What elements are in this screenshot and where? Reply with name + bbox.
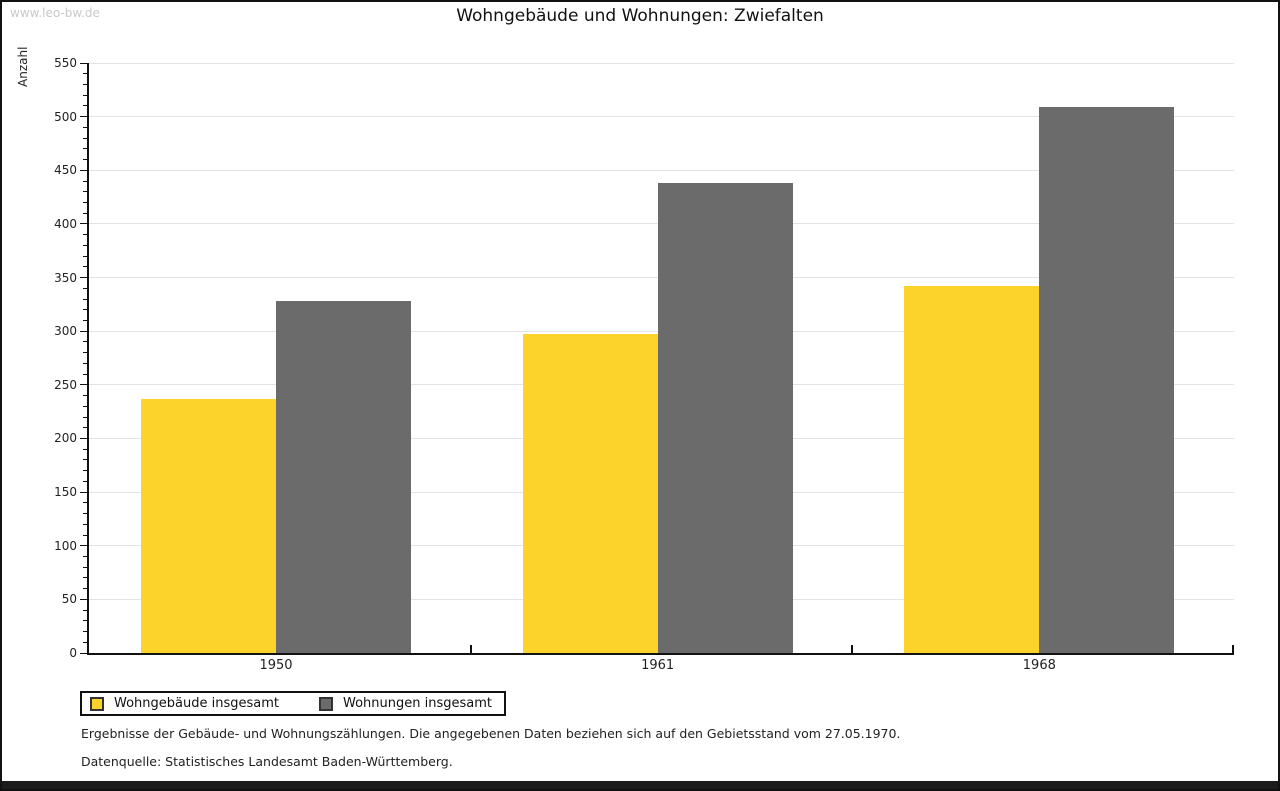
y-minor-tick (83, 448, 87, 450)
y-minor-tick (83, 405, 87, 407)
y-tick-label: 500 (54, 109, 77, 124)
y-tick-label: 0 (69, 646, 77, 660)
x-category-label: 1968 (1022, 658, 1056, 673)
y-minor-tick (83, 83, 87, 85)
y-minor-tick (83, 234, 87, 236)
bottom-border-bar (2, 781, 1278, 789)
x-boundary-tick (469, 645, 472, 653)
y-minor-tick (83, 395, 87, 397)
y-major-tick (80, 545, 87, 547)
y-minor-tick (83, 159, 87, 161)
gridline (89, 62, 1234, 64)
y-tick-label: 250 (54, 377, 77, 392)
bar-wohnungen-1961 (657, 183, 793, 653)
footnote-datenquelle: Datenquelle: Statistisches Landesamt Bad… (81, 754, 453, 769)
y-minor-tick (83, 588, 87, 590)
y-minor-tick (83, 319, 87, 321)
x-category-label: 1950 (259, 658, 293, 673)
y-minor-tick (83, 416, 87, 418)
y-minor-tick (83, 73, 87, 75)
legend-label: Wohnungen insgesamt (343, 696, 492, 711)
y-minor-tick (83, 459, 87, 461)
bar-wohnungen-1968 (1039, 106, 1175, 653)
y-tick-label: 400 (54, 216, 77, 231)
y-minor-tick (83, 534, 87, 536)
legend-label: Wohngebäude insgesamt (114, 696, 279, 711)
legend-box: Wohngebäude insgesamt Wohnungen insgesamt (80, 691, 506, 716)
y-major-tick (80, 437, 87, 439)
y-minor-tick (83, 266, 87, 268)
y-major-tick (80, 384, 87, 386)
bar-wohngebaeude-1968 (904, 286, 1040, 653)
gridline (89, 116, 1234, 118)
legend-swatch-icon (319, 696, 333, 711)
y-minor-tick (83, 513, 87, 515)
y-minor-tick (83, 244, 87, 246)
y-major-tick (80, 491, 87, 493)
y-major-tick (80, 598, 87, 600)
y-major-tick (80, 652, 87, 654)
y-minor-tick (83, 105, 87, 107)
y-minor-tick (83, 352, 87, 354)
y-minor-tick (83, 609, 87, 611)
y-minor-tick (83, 470, 87, 472)
y-minor-tick (83, 180, 87, 182)
y-minor-tick (83, 502, 87, 504)
y-minor-tick (83, 287, 87, 289)
watermark-url: www.leo-bw.de (10, 6, 100, 20)
y-minor-tick (83, 631, 87, 633)
y-minor-tick (83, 577, 87, 579)
legend-swatch-icon (90, 696, 104, 711)
y-major-tick (80, 330, 87, 332)
y-minor-tick (83, 148, 87, 150)
y-major-tick (80, 169, 87, 171)
y-tick-label: 550 (54, 56, 77, 70)
y-major-tick (80, 116, 87, 118)
y-minor-tick (83, 362, 87, 364)
footnote-gebietsstand: Ergebnisse der Gebäude- und Wohnungszähl… (81, 726, 901, 741)
y-tick-label: 350 (54, 270, 77, 285)
y-tick-label: 100 (54, 538, 77, 553)
bar-wohngebaeude-1961 (522, 334, 658, 653)
y-minor-tick (83, 137, 87, 139)
y-tick-label: 450 (54, 163, 77, 178)
y-minor-tick (83, 373, 87, 375)
gridline (89, 169, 1234, 171)
plot-area: 0 50 100 150 200 250 300 350 400 450 500 550 1950 196… (54, 56, 1234, 673)
y-axis-label: Anzahl (16, 46, 30, 87)
y-minor-tick (83, 298, 87, 300)
y-minor-tick (83, 341, 87, 343)
y-tick-label: 200 (54, 431, 77, 446)
y-major-tick (80, 62, 87, 64)
y-minor-tick (83, 480, 87, 482)
x-end-tick (1232, 645, 1234, 653)
y-minor-tick (83, 126, 87, 128)
y-minor-tick (83, 641, 87, 643)
y-minor-tick (83, 620, 87, 622)
y-tick-label: 50 (61, 592, 77, 607)
bar-wohngebaeude-1950 (141, 398, 276, 653)
y-minor-tick (83, 94, 87, 96)
y-tick-label: 300 (54, 324, 77, 339)
y-major-tick (80, 277, 87, 279)
y-minor-tick (83, 255, 87, 257)
x-category-label: 1961 (641, 658, 675, 673)
y-major-tick (80, 223, 87, 225)
y-minor-tick (83, 427, 87, 429)
y-minor-tick (83, 309, 87, 311)
x-boundary-tick (851, 645, 854, 653)
chart-title: Wohngebäude und Wohnungen: Zwiefalten (456, 6, 824, 26)
y-minor-tick (83, 555, 87, 557)
y-minor-tick (83, 191, 87, 193)
y-minor-tick (83, 201, 87, 203)
legend-item-wohngebaeude: Wohngebäude insgesamt (90, 696, 279, 711)
legend-item-wohnungen: Wohnungen insgesamt (319, 696, 492, 711)
y-tick-label: 150 (54, 485, 77, 500)
y-minor-tick (83, 212, 87, 214)
y-minor-tick (83, 523, 87, 525)
bar-wohnungen-1950 (276, 301, 411, 653)
y-minor-tick (83, 566, 87, 568)
